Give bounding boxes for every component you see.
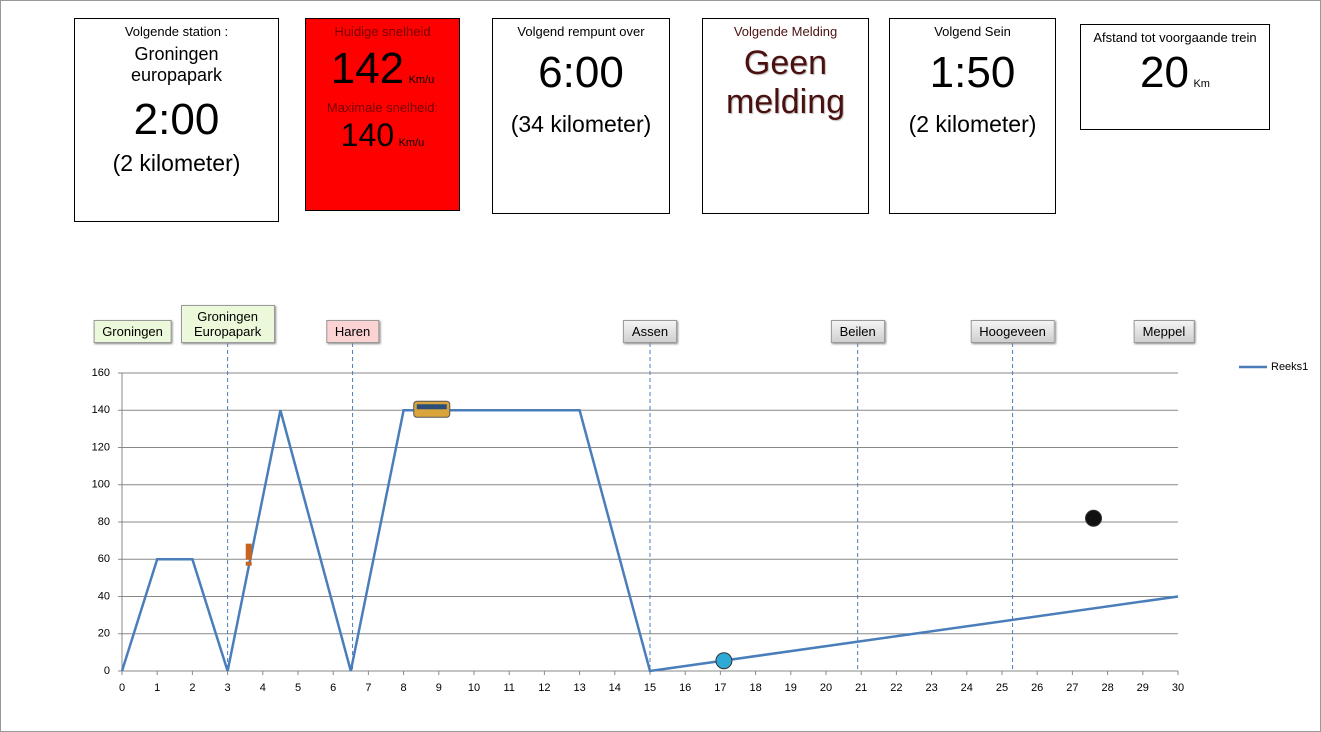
station-panel: Volgende station : Groningen europapark … <box>74 18 279 222</box>
y-tick-label: 120 <box>92 441 110 453</box>
x-tick-label: 4 <box>260 682 266 694</box>
x-tick-label: 17 <box>714 682 726 694</box>
speed-panel: Huidige snelheid 142 Km/u Maximale snelh… <box>305 18 460 211</box>
x-tick-label: 5 <box>295 682 301 694</box>
x-tick-label: 29 <box>1137 682 1149 694</box>
y-tick-label: 20 <box>98 628 110 640</box>
x-tick-label: 15 <box>644 682 656 694</box>
x-tick-label: 14 <box>609 682 621 694</box>
x-tick-label: 1 <box>154 682 160 694</box>
distance: (2 kilometer) <box>112 149 241 176</box>
time: 2:00 <box>133 95 220 145</box>
x-tick-label: 18 <box>749 682 761 694</box>
legend-label: Reeks1 <box>1271 361 1308 373</box>
marker-warning <box>245 543 252 566</box>
y-tick-label: 0 <box>104 665 110 677</box>
x-tick-label: 2 <box>189 682 195 694</box>
x-tick-label: 11 <box>503 682 514 694</box>
y-tick-label: 60 <box>98 553 110 565</box>
label: Huidige snelheid <box>334 24 431 39</box>
x-tick-label: 8 <box>401 682 407 694</box>
x-tick-label: 3 <box>225 682 231 694</box>
warning-sign <box>245 543 252 560</box>
station-label: Haren <box>325 320 380 343</box>
marker-other <box>1085 509 1103 527</box>
station-label: Groningen <box>93 320 172 343</box>
marker-dot <box>715 652 733 670</box>
x-tick-label: 27 <box>1066 682 1078 694</box>
message: Geen melding <box>725 43 846 122</box>
station-label: Assen <box>622 320 678 343</box>
label: Maximale snelheid: <box>326 99 439 115</box>
unit: Km <box>1193 77 1210 90</box>
x-tick-label: 19 <box>785 682 797 694</box>
station-label: Groningen Europapark <box>180 305 275 343</box>
time: 1:50 <box>929 47 1016 97</box>
warning-dot <box>245 561 252 566</box>
time: 6:00 <box>538 47 624 97</box>
x-tick-label: 0 <box>119 682 125 694</box>
y-tick-label: 160 <box>92 367 110 379</box>
x-tick-label: 10 <box>468 682 480 694</box>
x-tick-label: 16 <box>679 682 691 694</box>
train-window <box>416 404 447 410</box>
unit: Km/u <box>398 137 425 150</box>
marker-dot <box>1085 509 1103 527</box>
series-line <box>120 409 1179 673</box>
x-tick-label: 26 <box>1031 682 1043 694</box>
message-panel: Volgende Melding Geen melding <box>702 18 869 214</box>
distance: (2 kilometer) <box>908 110 1037 137</box>
marker-own <box>715 652 733 670</box>
x-tick-label: 6 <box>330 682 336 694</box>
label: Volgend Sein <box>934 24 1011 39</box>
x-tick-label: 13 <box>573 682 585 694</box>
station-label: Beilen <box>830 320 885 343</box>
y-tick-label: 100 <box>92 479 110 491</box>
station-label: Meppel <box>1133 320 1195 343</box>
label: Volgende Melding <box>733 24 838 39</box>
x-tick-label: 28 <box>1101 682 1113 694</box>
station-label: Hoogeveen <box>970 320 1055 343</box>
station-name: Groningen europapark <box>130 43 223 85</box>
x-tick-label: 23 <box>925 682 937 694</box>
x-tick-label: 24 <box>961 682 973 694</box>
marker-train <box>413 400 451 418</box>
x-tick-label: 21 <box>855 682 867 694</box>
x-tick-label: 22 <box>890 682 902 694</box>
y-tick-label: 80 <box>98 516 110 528</box>
x-tick-label: 9 <box>436 682 442 694</box>
distance: (34 kilometer) <box>510 110 652 137</box>
distance: 20 <box>1140 47 1189 97</box>
signal-panel: Volgend Sein 1:50 (2 kilometer) <box>889 18 1056 214</box>
x-tick-label: 12 <box>538 682 550 694</box>
brake-panel: Volgend rempunt over 6:00 (34 kilometer) <box>492 18 670 214</box>
unit: Km/u <box>408 73 435 86</box>
max-speed: 140 <box>340 117 395 154</box>
x-tick-label: 30 <box>1172 682 1184 694</box>
y-tick-label: 140 <box>92 404 110 416</box>
speed: 142 <box>330 43 405 93</box>
x-tick-label: 7 <box>365 682 371 694</box>
distance-panel: Afstand tot voorgaande trein 20 Km <box>1080 24 1270 130</box>
y-tick-label: 40 <box>98 590 110 602</box>
label: Afstand tot voorgaande trein <box>1093 30 1257 45</box>
x-tick-label: 20 <box>820 682 832 694</box>
label: Volgende station : <box>124 24 229 39</box>
x-tick-label: 25 <box>996 682 1008 694</box>
label: Volgend rempunt over <box>517 24 645 39</box>
